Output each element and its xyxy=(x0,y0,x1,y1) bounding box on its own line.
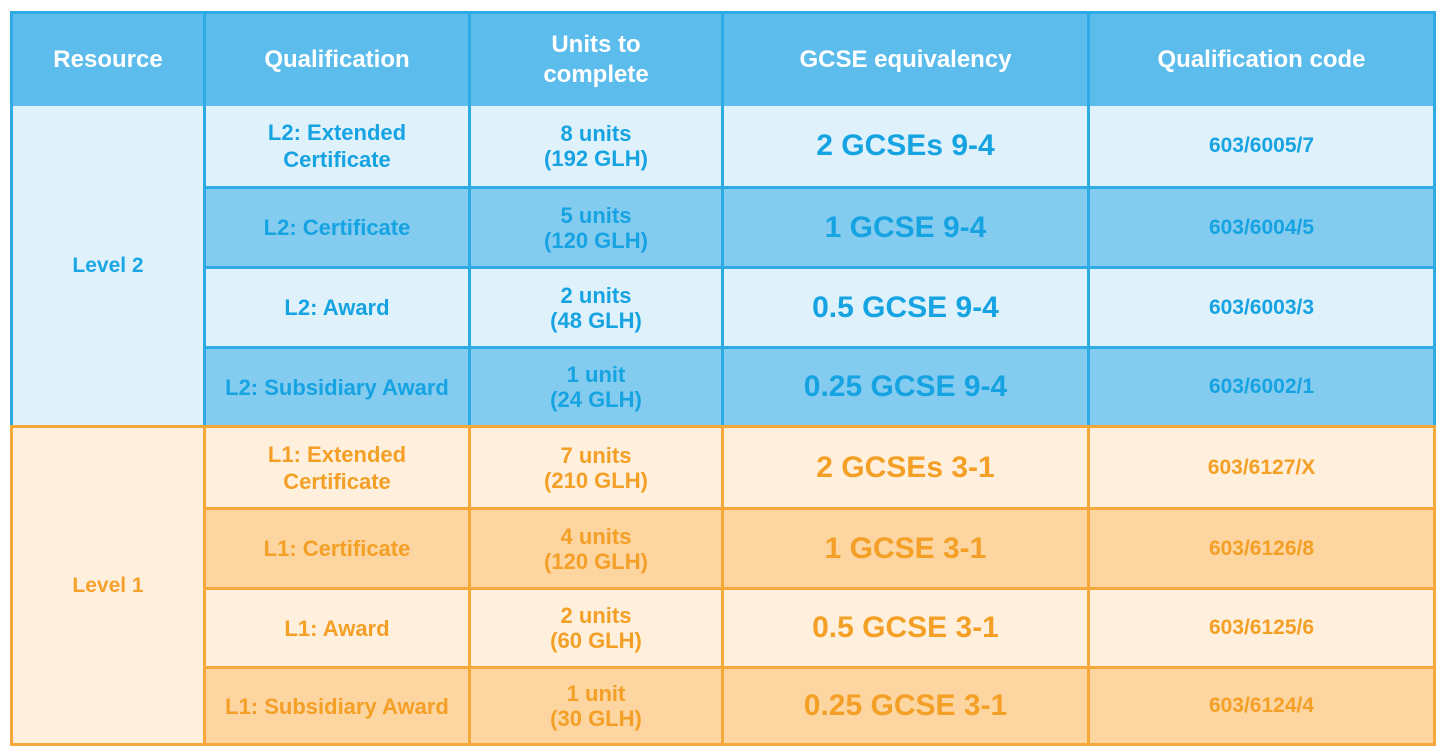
table-row-units: 2 units (48 GLH) xyxy=(471,266,724,346)
table-row-qualification: L1: Award xyxy=(206,587,471,666)
header-equivalency: GCSE equivalency xyxy=(724,14,1090,106)
table-row-qualification: L2: Certificate xyxy=(206,186,471,266)
table-row-units: 1 unit (30 GLH) xyxy=(471,666,724,743)
table-row-code: 603/6125/6 xyxy=(1090,587,1433,666)
table-row-units: 8 units (192 GLH) xyxy=(471,106,724,186)
table-row-qualification: L1: Certificate xyxy=(206,507,471,587)
table-row-qualification: L1: Extended Certificate xyxy=(206,428,471,507)
table-row-qualification: L1: Subsidiary Award xyxy=(206,666,471,743)
table-row-code: 603/6004/5 xyxy=(1090,186,1433,266)
qualification-table: Resource Qualification Units to complete… xyxy=(10,11,1436,746)
table-row-equivalency: 0.5 GCSE 9-4 xyxy=(724,266,1090,346)
level-2-label: Level 2 xyxy=(13,106,206,425)
level-1-label: Level 1 xyxy=(13,428,206,743)
table-row-code: 603/6127/X xyxy=(1090,428,1433,507)
table-row-code: 603/6124/4 xyxy=(1090,666,1433,743)
table-row-equivalency: 2 GCSEs 3-1 xyxy=(724,428,1090,507)
table-row-units: 1 unit (24 GLH) xyxy=(471,346,724,425)
table-row-qualification: L2: Award xyxy=(206,266,471,346)
table-row-qualification: L2: Extended Certificate xyxy=(206,106,471,186)
table-row-units: 2 units (60 GLH) xyxy=(471,587,724,666)
table-row-code: 603/6126/8 xyxy=(1090,507,1433,587)
table-row-equivalency: 0.25 GCSE 3-1 xyxy=(724,666,1090,743)
table-row-equivalency: 0.5 GCSE 3-1 xyxy=(724,587,1090,666)
header-units: Units to complete xyxy=(471,14,724,106)
table-row-units: 4 units (120 GLH) xyxy=(471,507,724,587)
header-code: Qualification code xyxy=(1157,46,1366,73)
header-resource: Resource xyxy=(13,14,206,106)
header-qualification: Qualification xyxy=(206,14,471,106)
level-1-section: Level 1 L1: Extended Certificate 7 units… xyxy=(10,425,1436,746)
table-row-units: 5 units (120 GLH) xyxy=(471,186,724,266)
table-row-qualification: L2: Subsidiary Award xyxy=(206,346,471,425)
table-header: Resource Qualification Units to complete… xyxy=(10,11,1436,109)
table-row-code: 603/6005/7 xyxy=(1090,106,1433,186)
table-row-code: 603/6003/3 xyxy=(1090,266,1433,346)
table-row-equivalency: 2 GCSEs 9-4 xyxy=(724,106,1090,186)
table-row-equivalency: 1 GCSE 3-1 xyxy=(724,507,1090,587)
table-row-equivalency: 0.25 GCSE 9-4 xyxy=(724,346,1090,425)
level-2-section: Level 2 L2: Extended Certificate 8 units… xyxy=(10,106,1436,428)
table-row-code: 603/6002/1 xyxy=(1090,346,1433,425)
table-row-units: 7 units (210 GLH) xyxy=(471,428,724,507)
table-row-equivalency: 1 GCSE 9-4 xyxy=(724,186,1090,266)
